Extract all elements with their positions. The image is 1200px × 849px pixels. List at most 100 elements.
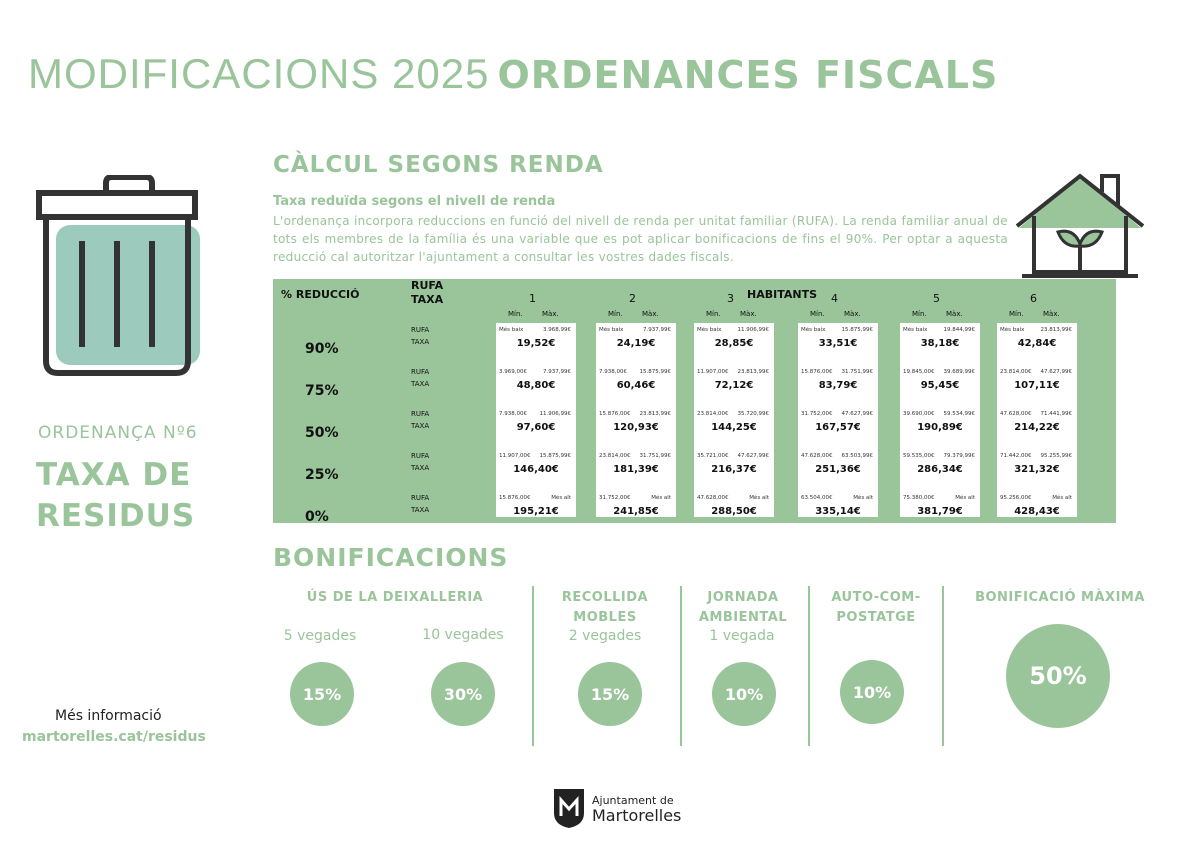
- rufa-max: 31.751,99€: [841, 369, 874, 375]
- martorelles-logo-icon: [554, 789, 584, 828]
- taxa-value: 167,57€: [815, 422, 861, 433]
- row-rufa-label: RUFA: [411, 410, 430, 418]
- house-with-plant-icon: [1015, 173, 1145, 278]
- rufa-min: Més baix: [801, 327, 826, 333]
- rufa-min: 31.752,00€: [599, 495, 631, 501]
- taxa-value: 33,51€: [818, 338, 858, 349]
- rufa-max: 39.689,99€: [943, 369, 976, 375]
- rufa-min: 63.504,00€: [801, 495, 833, 501]
- max-label: Màx.: [844, 310, 861, 318]
- taxa-value: 48,80€: [516, 380, 556, 391]
- rufa-min: Més baix: [599, 327, 624, 333]
- habitants-column: Més baix 15.875,99€ 33,51€ 15.876,00€ 31.751…: [798, 323, 878, 517]
- rufa-max: Més alt: [551, 495, 571, 501]
- more-info-label: Més informació: [55, 708, 162, 724]
- habitants-col-4: 4: [831, 292, 838, 305]
- rufa-max: 47.627,99€: [1040, 369, 1073, 375]
- max-label: Màx.: [946, 310, 963, 318]
- habitants-column: Més baix 11.906,99€ 28,85€ 11.907,00€ 23.813…: [694, 323, 774, 517]
- rufa-min: 11.907,00€: [697, 369, 729, 375]
- rufa-min: 23.814,00€: [1000, 369, 1032, 375]
- divider: [942, 586, 944, 746]
- rufa-min: 7.938,00€: [599, 369, 627, 375]
- jornada-title-line2: AMBIENTAL: [698, 610, 788, 625]
- habitants-col-3: 3: [727, 292, 734, 305]
- rufa-min: 31.752,00€: [801, 411, 833, 417]
- rate-cell: Més baix 11.906,99€ 28,85€: [694, 323, 774, 361]
- taxa-value: 107,11€: [1014, 380, 1060, 391]
- rufa-min: 39.690,00€: [903, 411, 935, 417]
- habitants-column: Més baix 3.968,99€ 19,52€ 3.969,00€ 7.937,99…: [496, 323, 576, 517]
- more-info-link[interactable]: martorelles.cat/residus: [22, 729, 206, 745]
- rate-cell: 35.721,00€ 47.627,99€ 216,37€: [694, 449, 774, 487]
- rufa-min: Més baix: [1000, 327, 1025, 333]
- rate-cell: 47.628,00€ 71.441,99€ 214,22€: [997, 407, 1077, 445]
- max-label: Màx.: [542, 310, 559, 318]
- habitants-col-1: 1: [529, 292, 536, 305]
- header-bold-title: ORDENANCES FISCALS: [497, 53, 999, 97]
- taxa-value: 286,34€: [917, 464, 963, 475]
- row-taxa-label: TAXA: [411, 380, 430, 388]
- rufa-max: 11.906,99€: [737, 327, 770, 333]
- taxa-value: 428,43€: [1014, 506, 1060, 517]
- header-reduction: % REDUCCIÓ: [281, 288, 360, 301]
- ordinance-number: ORDENANÇA Nº6: [38, 423, 198, 443]
- taxa-value: 120,93€: [613, 422, 659, 433]
- rufa-max: 7.937,99€: [543, 369, 571, 375]
- max-bonification-title: BONIFICACIÓ MÀXIMA: [975, 590, 1145, 605]
- mobles-title-line1: RECOLLIDA: [561, 590, 649, 605]
- rufa-max: 7.937,99€: [643, 327, 671, 333]
- jornada-title-line1: JORNADA: [707, 590, 779, 605]
- mobles-badge: 15%: [578, 662, 642, 726]
- rufa-min: 23.814,00€: [697, 411, 729, 417]
- rate-cell: Més baix 19.844,99€ 38,18€: [900, 323, 980, 361]
- rate-cell: 11.907,00€ 23.813,99€ 72,12€: [694, 365, 774, 403]
- calculation-title: CÀLCUL SEGONS RENDA: [273, 152, 604, 178]
- min-label: Mín.: [608, 310, 623, 318]
- rufa-min: 47.628,00€: [801, 453, 833, 459]
- rufa-min: 95.256,00€: [1000, 495, 1032, 501]
- rufa-max: 11.906,99€: [539, 411, 572, 417]
- rate-cell: Més baix 3.968,99€ 19,52€: [496, 323, 576, 361]
- rufa-max: 63.503,99€: [841, 453, 874, 459]
- taxa-value: 181,39€: [613, 464, 659, 475]
- rufa-max: 15.875,99€: [841, 327, 874, 333]
- row-taxa-label: TAXA: [411, 464, 430, 472]
- taxa-value: 83,79€: [818, 380, 858, 391]
- mobles-title: RECOLLIDA MOBLES: [545, 588, 665, 628]
- min-label: Mín.: [706, 310, 721, 318]
- rate-cell: 15.876,00€ 23.813,99€ 120,93€: [596, 407, 676, 445]
- rate-cell: 23.814,00€ 47.627,99€ 107,11€: [997, 365, 1077, 403]
- compost-badge: 10%: [840, 660, 904, 724]
- rate-cell: 95.256,00€ Més alt 428,43€: [997, 491, 1077, 529]
- taxa-value: 38,18€: [920, 338, 960, 349]
- rufa-min: 11.907,00€: [499, 453, 531, 459]
- taxa-value: 144,25€: [711, 422, 757, 433]
- jornada-label: 1 vegada: [709, 628, 775, 644]
- rufa-max: 3.968,99€: [543, 327, 571, 333]
- rufa-min: 3.969,00€: [499, 369, 527, 375]
- rufa-min: 15.876,00€: [801, 369, 833, 375]
- max-label: Màx.: [642, 310, 659, 318]
- row-rufa-label: RUFA: [411, 326, 430, 334]
- jornada-badge: 10%: [712, 662, 776, 726]
- compost-title-line1: AUTO-COM-: [831, 590, 921, 605]
- rate-cell: Més baix 7.937,99€ 24,19€: [596, 323, 676, 361]
- rufa-min: 19.845,00€: [903, 369, 935, 375]
- taxa-value: 28,85€: [714, 338, 754, 349]
- intro-paragraph: L'ordenança incorpora reduccions en func…: [273, 214, 1008, 264]
- rufa-max: Més alt: [749, 495, 769, 501]
- row-taxa-label: TAXA: [411, 338, 430, 346]
- rufa-max: 47.627,99€: [737, 453, 770, 459]
- mobles-title-line2: MOBLES: [573, 610, 637, 625]
- rufa-min: 15.876,00€: [599, 411, 631, 417]
- divider: [808, 586, 810, 746]
- rufa-max: Més alt: [955, 495, 975, 501]
- habitants-col-5: 5: [933, 292, 940, 305]
- habitants-column: Més baix 7.937,99€ 24,19€ 7.938,00€ 15.875,9…: [596, 323, 676, 517]
- divider: [680, 586, 682, 746]
- max-bonification-badge: 50%: [1006, 624, 1110, 728]
- rufa-max: 47.627,99€: [841, 411, 874, 417]
- rate-cell: 19.845,00€ 39.689,99€ 95,45€: [900, 365, 980, 403]
- rufa-max: 15.875,99€: [639, 369, 672, 375]
